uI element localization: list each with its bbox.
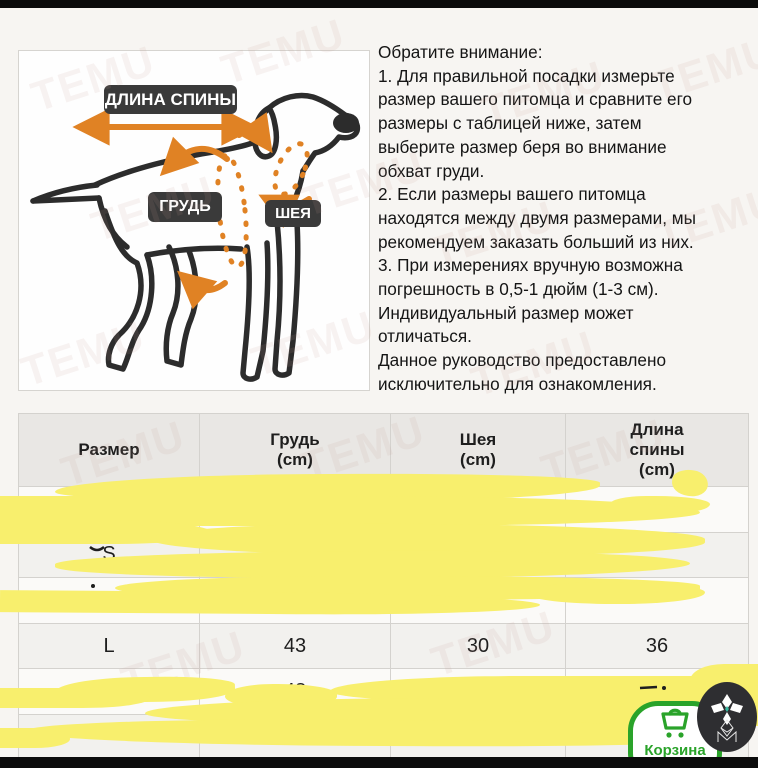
dog-measure-diagram: ДЛИНА СПИНЫ ГРУДЬ ШЕЯ [18, 50, 370, 391]
cell-back: 36 [565, 622, 749, 670]
notice-line: 2. Если размеры вашего питомца [378, 184, 646, 205]
table-row: L 43 30 36 [18, 622, 749, 670]
logo-sticker [697, 682, 757, 752]
label-chest: ГРУДЬ [148, 192, 222, 222]
dog-outline-drawing [30, 92, 361, 382]
page-background: ДЛИНА СПИНЫ ГРУДЬ ШЕЯ Обратите внимание:… [0, 8, 758, 761]
top-letterbox-bar [0, 0, 758, 8]
bottom-letterbox-bar [0, 757, 758, 768]
label-chest-text: ГРУДЬ [159, 198, 211, 215]
header-size: Размер [18, 413, 200, 487]
notice-line: Данное руководство предоставлено [378, 350, 667, 371]
notice-line: погрешность в 0,5-1 дюйм (1-3 см). [378, 279, 659, 300]
dog-nose [333, 113, 359, 133]
notice-line: отличаться. [378, 326, 472, 347]
notice-line: рекомендуем заказать больший из них. [378, 231, 694, 252]
cart-icon [661, 708, 689, 738]
notice-line: обхват груди. [378, 160, 485, 181]
notice-line: 1. Для правильной посадки измерьте [378, 65, 675, 86]
dog-body-paths [30, 92, 361, 382]
notice-line: Индивидуальный размер может [378, 302, 634, 323]
cell-chest: 43 [199, 622, 391, 670]
cell-size: L [18, 622, 200, 670]
cell-neck: 30 [390, 622, 566, 670]
notice-line: размер вашего питомца и сравните его [378, 89, 693, 110]
notice-line: 3. При измерениях вручную возможна [378, 255, 683, 276]
notice-line: выберите размер беря во внимание [378, 136, 667, 157]
label-neck: ШЕЯ [265, 200, 321, 227]
header-back-length: Длина спины (cm) [565, 413, 749, 487]
sizing-notice-text: Обратите внимание: 1. Для правильной пос… [378, 41, 754, 397]
cart-button-label: Корзина [644, 742, 706, 759]
notice-line: исключительно для ознакомления. [378, 373, 657, 394]
label-back-length: ДЛИНА СПИНЫ [104, 85, 237, 114]
notice-line: находятся между двумя размерами, мы [378, 207, 696, 228]
wireframe-m-icon [717, 719, 737, 742]
notice-line: Обратите внимание: [378, 42, 543, 62]
label-neck-text: ШЕЯ [275, 205, 311, 222]
label-back-length-text: ДЛИНА СПИНЫ [104, 89, 237, 109]
diamond-cluster-icon [711, 694, 743, 725]
notice-line: размеры с таблицей ниже, затем [378, 113, 642, 134]
size-table-header-row: Размер Грудь (cm) Шея (cm) Длина спины (cm) [18, 413, 749, 487]
